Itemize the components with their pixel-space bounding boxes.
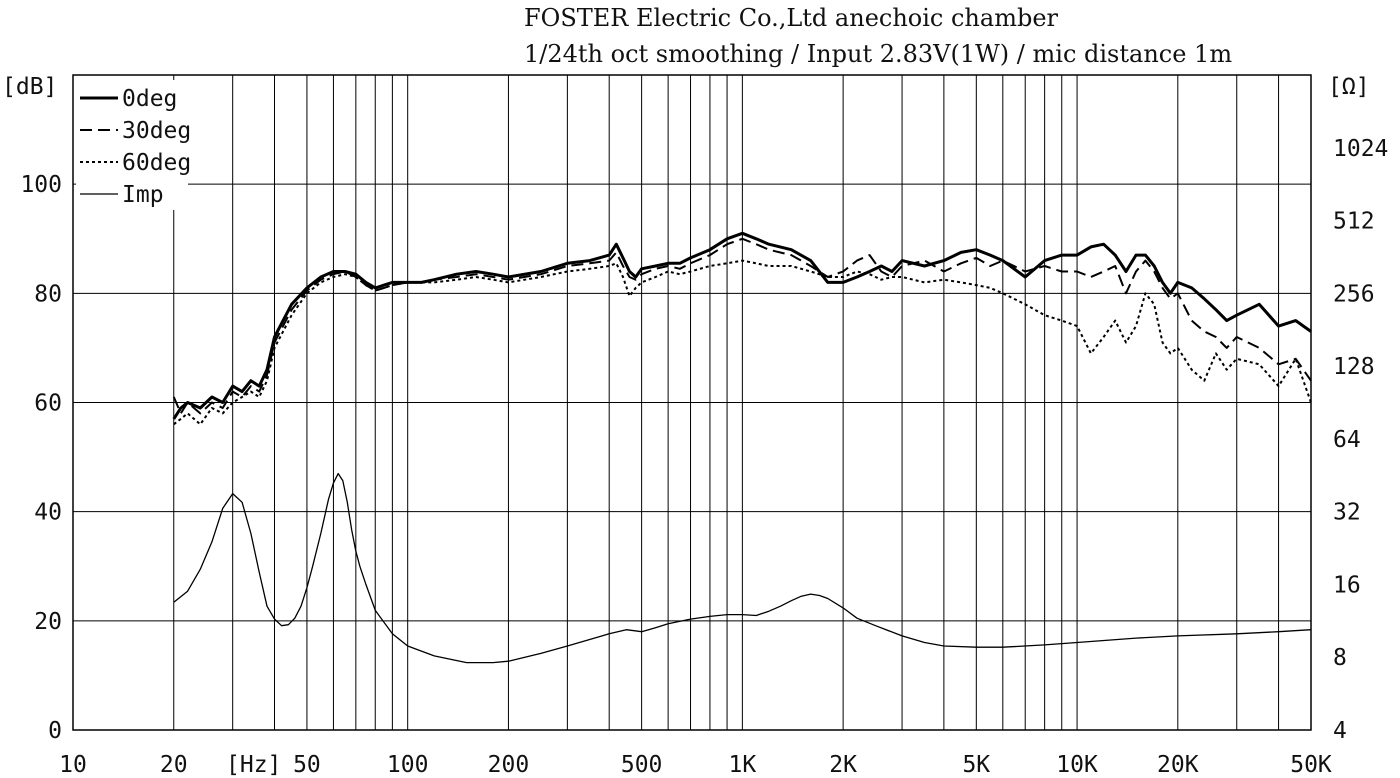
grid bbox=[73, 75, 1311, 730]
series-line-30deg bbox=[172, 237, 1312, 415]
chart-subtitle: 1/24th oct smoothing / Input 2.83V(1W) /… bbox=[524, 40, 1232, 68]
y2-tick-label: 1024 bbox=[1333, 136, 1388, 162]
y-tick-label: 60 bbox=[34, 391, 62, 417]
y-axis-ticks: 0 20 40 60 80 100 bbox=[20, 172, 62, 744]
x-tick-label: 20 bbox=[160, 752, 188, 778]
y2-tick-label: 16 bbox=[1333, 572, 1361, 598]
y-axis-unit-label: [dB] bbox=[2, 74, 57, 100]
x-tick-label: 10K bbox=[1056, 752, 1098, 778]
series-lines bbox=[172, 231, 1312, 664]
legend-label-60deg: 60deg bbox=[122, 150, 191, 176]
legend: 0deg 30deg 60deg Imp bbox=[76, 80, 191, 210]
x-tick-label: 5K bbox=[962, 752, 990, 778]
y2-tick-label: 4 bbox=[1333, 718, 1347, 744]
plot-frame bbox=[72, 74, 1312, 731]
legend-background bbox=[76, 80, 188, 210]
y2-tick-label: 64 bbox=[1333, 427, 1361, 453]
x-tick-label: 100 bbox=[387, 752, 429, 778]
x-tick-label: 20K bbox=[1157, 752, 1199, 778]
y2-tick-label: 32 bbox=[1333, 500, 1361, 526]
chart-title: FOSTER Electric Co.,Ltd anechoic chamber bbox=[524, 4, 1059, 32]
x-tick-label: 50 bbox=[293, 752, 321, 778]
x-tick-label: 500 bbox=[621, 752, 663, 778]
x-tick-label: 1K bbox=[729, 752, 757, 778]
x-axis-ticks: 10 20 50 100 200 500 1K 2K 5K 10K 20K 50K bbox=[59, 752, 1332, 778]
series-line-imp bbox=[173, 472, 1312, 664]
y2-tick-label: 512 bbox=[1333, 209, 1375, 235]
x-tick-label: 50K bbox=[1290, 752, 1332, 778]
legend-label-0deg: 0deg bbox=[122, 86, 177, 112]
series-line-0deg bbox=[172, 231, 1312, 420]
y-tick-label: 100 bbox=[20, 172, 62, 198]
y2-tick-label: 256 bbox=[1333, 281, 1375, 307]
y2-axis-ticks: 4 8 16 32 64 128 256 512 1024 bbox=[1333, 136, 1388, 744]
y-tick-label: 20 bbox=[34, 609, 62, 635]
legend-label-imp: Imp bbox=[122, 182, 164, 208]
y2-tick-label: 8 bbox=[1333, 645, 1347, 671]
x-tick-label: 10 bbox=[59, 752, 87, 778]
x-axis-unit-label: [Hz] bbox=[226, 752, 281, 778]
y-tick-label: 80 bbox=[34, 281, 62, 307]
y-tick-label: 40 bbox=[34, 500, 62, 526]
x-tick-label: 2K bbox=[829, 752, 857, 778]
x-tick-label: 200 bbox=[488, 752, 530, 778]
y2-axis-unit-label: [Ω] bbox=[1328, 74, 1370, 100]
legend-label-30deg: 30deg bbox=[122, 118, 191, 144]
y2-tick-label: 128 bbox=[1333, 354, 1375, 380]
y-tick-label: 0 bbox=[48, 718, 62, 744]
